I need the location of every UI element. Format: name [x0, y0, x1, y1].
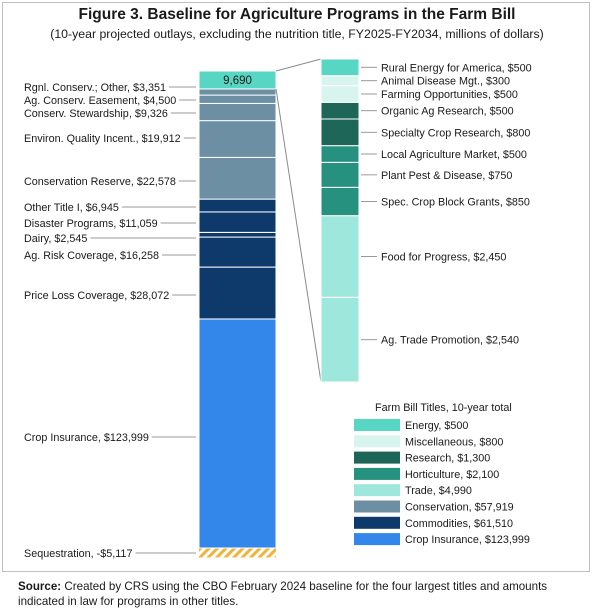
legend-label-energy: Energy, $500	[405, 420, 468, 432]
bar-segment-dairy-2-545	[198, 231, 277, 238]
figure-frame	[2, 2, 590, 572]
legend-label-trade: Trade, $4,990	[405, 485, 472, 497]
label-ag-risk-coverage-16-258: Ag. Risk Coverage, $16,258	[24, 250, 159, 262]
detail-label-specialty-crop-research-800: Specialty Crop Research, $800	[381, 127, 530, 139]
label-rgnl-conserv-other-3-351: Rgnl. Conserv.; Other, $3,351	[24, 82, 166, 94]
connector-top	[275, 58, 322, 72]
bar-segment-price-loss-coverage-28-072	[198, 266, 277, 320]
detail-label-spec-crop-block-grants-850: Spec. Crop Block Grants, $850	[381, 197, 530, 209]
legend-swatch-conservation	[354, 500, 400, 513]
other-titles-total-label: 9,690	[223, 75, 252, 87]
label-crop-insurance-123-999: Crop Insurance, $123,999	[24, 432, 149, 444]
farm-bill-chart: 9,690 Sequestration, -$5,117 Crop Insuran…	[24, 58, 532, 560]
bar-segment-environ-quality-incent-19-912	[198, 120, 277, 158]
label-conserv-stewardship-9-326: Conserv. Stewardship, $9,326	[24, 108, 168, 120]
label-ag-conserv-easement-4-500: Ag. Conserv. Easement, $4,500	[24, 95, 176, 107]
legend: Farm Bill Titles, 10-year total Energy, $…	[354, 402, 530, 546]
legend-swatch-miscellaneous	[354, 435, 400, 448]
legend-label-research: Research, $1,300	[405, 453, 490, 465]
legend-label-conservation: Conservation, $57,919	[405, 502, 514, 514]
detail-label-food-for-progress-2-450: Food for Progress, $2,450	[381, 252, 506, 264]
main-bar-labels: Sequestration, -$5,117 Crop Insurance, $1…	[24, 82, 196, 560]
legend-title: Farm Bill Titles, 10-year total	[375, 402, 512, 414]
main-bar: 9,690	[198, 70, 277, 558]
bar-segment-disaster-programs-11-059	[198, 211, 277, 233]
label-price-loss-coverage-28-072: Price Loss Coverage, $28,072	[24, 290, 169, 302]
figure-title: Figure 3. Baseline for Agriculture Progr…	[78, 6, 516, 23]
figure-subtitle: (10-year projected outlays, excluding th…	[50, 27, 544, 41]
detail-bar-labels: Ag. Trade Promotion, $2,540 Food for Prog…	[361, 62, 532, 347]
legend-label-horticulture: Horticulture, $2,100	[405, 469, 499, 481]
bar-segment-ag-risk-coverage-16-258	[198, 236, 277, 268]
label-disaster-programs-11-059: Disaster Programs, $11,059	[24, 218, 158, 230]
label-environ-quality-incent-19-912: Environ. Quality Incent., $19,912	[24, 133, 181, 145]
bar-segment-crop-insurance-123-999	[198, 318, 277, 549]
detail-bar	[320, 58, 360, 383]
detail-segment-spec-crop-block-grants-850	[320, 186, 360, 217]
detail-segment-specialty-crop-research-800	[320, 118, 360, 147]
bar-segment-sequestration-5-117	[199, 548, 276, 558]
legend-label-miscellaneous: Miscellaneous, $800	[405, 436, 503, 448]
legend-swatch-trade	[354, 484, 400, 497]
detail-label-farming-opportunities-500: Farming Opportunities, $500	[381, 89, 518, 101]
detail-label-rural-energy-for-america-500: Rural Energy for America, $500	[381, 62, 532, 74]
bar-segment-other-titles	[198, 70, 277, 90]
bar-segment-conservation-reserve-22-578	[198, 156, 277, 200]
label-conservation-reserve-22-578: Conservation Reserve, $22,578	[24, 176, 176, 188]
detail-segment-food-for-progress-2-450	[320, 215, 360, 298]
legend-swatch-horticulture	[354, 467, 400, 480]
legend-swatch-crop-insurance	[354, 533, 400, 546]
source-label: Source:	[18, 580, 62, 593]
detail-segment-ag-trade-promotion-2-540	[320, 296, 360, 383]
detail-label-ag-trade-promotion-2-540: Ag. Trade Promotion, $2,540	[381, 335, 519, 347]
source-note: Source: Created by CRS using the CBO Feb…	[18, 579, 584, 609]
detail-label-plant-pest-disease-750: Plant Pest & Disease, $750	[381, 170, 512, 182]
legend-label-commodities: Commodities, $61,510	[405, 518, 513, 530]
legend-swatch-commodities	[354, 516, 400, 529]
connector-bottom	[275, 88, 322, 383]
bar-segment-ag-conserv-easement-4-500	[198, 94, 277, 104]
detail-segment-animal-disease-mgt-300	[320, 75, 360, 87]
legend-label-crop-insurance: Crop Insurance, $123,999	[405, 534, 530, 546]
detail-segment-rural-energy-for-america-500	[320, 58, 360, 77]
detail-connector	[275, 58, 322, 383]
legend-swatch-research	[354, 451, 400, 464]
detail-label-local-agriculture-market-500: Local Agriculture Market, $500	[381, 149, 527, 161]
legend-swatch-energy	[354, 419, 400, 431]
bar-segment-conserv-stewardship-9-326	[198, 102, 277, 122]
bar-segment-other-title-i-6-945	[198, 198, 277, 213]
detail-label-organic-ag-research-500: Organic Ag Research, $500	[381, 106, 514, 118]
label-other-title-i-6-945: Other Title I, $6,945	[24, 202, 119, 214]
label-dairy-2-545: Dairy, $2,545	[24, 233, 87, 245]
detail-segment-plant-pest-disease-750	[320, 161, 360, 188]
label-sequestration-5-117: Sequestration, -$5,117	[24, 548, 132, 560]
detail-segment-farming-opportunities-500	[320, 85, 360, 103]
source-text: Created by CRS using the CBO February 20…	[18, 580, 548, 608]
detail-segment-local-agriculture-market-500	[320, 145, 360, 163]
detail-label-animal-disease-mgt-300: Animal Disease Mgt., $300	[381, 76, 510, 88]
detail-segment-organic-ag-research-500	[320, 101, 360, 120]
bar-segment-rgnl-conserv-other-3-351	[198, 88, 277, 96]
